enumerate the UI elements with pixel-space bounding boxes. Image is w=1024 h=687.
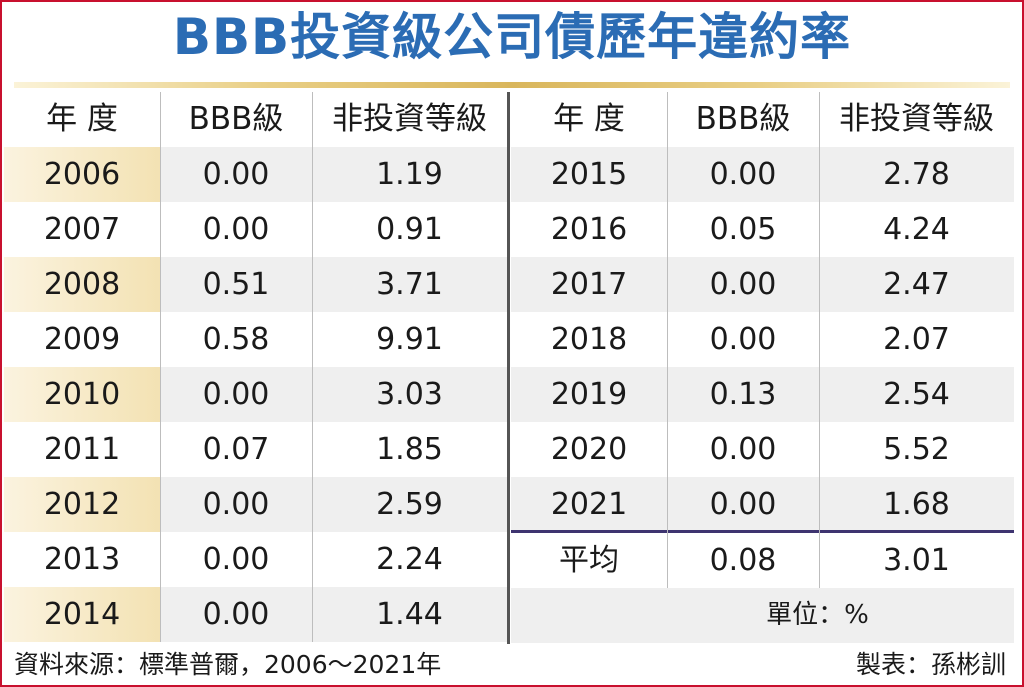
- year-cell: 2021: [550, 487, 628, 522]
- credit-note: 製表：孫彬訓: [855, 650, 1006, 679]
- bbb-rate-cell: 0.00: [709, 157, 777, 192]
- year-cell: 2009: [43, 322, 121, 357]
- average-divider: [511, 530, 1014, 533]
- bbb-rate-cell: 0.00: [709, 322, 777, 357]
- column-gridline: [160, 92, 161, 642]
- year-cell: 2020: [550, 432, 628, 467]
- non-investment-rate-cell: 9.91: [376, 322, 443, 357]
- table-row: 2021 0.00 1.68: [511, 477, 1014, 532]
- table-header-row: 年 度 BBB級 非投資等級: [4, 92, 507, 147]
- year-cell: 2015: [550, 157, 628, 192]
- table-header-row: 年 度 BBB級 非投資等級: [511, 92, 1014, 147]
- page-title: BBB投資級公司債歷年違約率: [172, 8, 852, 66]
- table-center-divider: [507, 92, 510, 644]
- average-row: 平均 0.08 3.01: [511, 533, 1014, 588]
- table-right-half: 年 度 BBB級 非投資等級 2015 0.00 2.78 2016 0.05 4.24 2…: [511, 92, 1014, 644]
- table-row: 2008 0.51 3.71: [4, 257, 507, 312]
- table-row: 2013 0.00 2.24: [4, 532, 507, 587]
- table-row: 2010 0.00 3.03: [4, 367, 507, 422]
- non-investment-rate-cell: 0.91: [376, 212, 443, 247]
- header-year: 年 度: [553, 101, 625, 137]
- non-investment-rate-cell: 1.85: [376, 432, 443, 467]
- header-non-investment: 非投資等級: [839, 101, 994, 137]
- table-row: 2017 0.00 2.47: [511, 257, 1014, 312]
- header-year: 年 度: [46, 101, 118, 137]
- non-investment-rate-cell: 2.78: [883, 157, 950, 192]
- non-investment-rate-cell: 1.19: [376, 157, 443, 192]
- year-cell: 2010: [4, 367, 160, 422]
- year-cell: 2008: [4, 257, 160, 312]
- non-investment-rate-cell: 1.68: [883, 487, 950, 522]
- year-cell: 2017: [550, 267, 628, 302]
- year-cell: 2013: [43, 542, 121, 577]
- non-investment-rate-cell: 3.71: [376, 267, 443, 302]
- year-cell: 2019: [550, 377, 628, 412]
- year-cell: 2006: [4, 147, 160, 202]
- bbb-rate-cell: 0.00: [202, 542, 270, 577]
- title-underline: [14, 82, 1010, 88]
- non-investment-rate-cell: 2.54: [883, 377, 950, 412]
- bbb-rate-cell: 0.07: [202, 432, 270, 467]
- bbb-rate-cell: 0.00: [709, 267, 777, 302]
- table-row: 2015 0.00 2.78: [511, 147, 1014, 202]
- non-investment-rate-cell: 5.52: [883, 432, 950, 467]
- header-bbb: BBB級: [695, 101, 791, 137]
- table-row: 2016 0.05 4.24: [511, 202, 1014, 257]
- bbb-rate-cell: 0.00: [709, 487, 777, 522]
- table-row: 2007 0.00 0.91: [4, 202, 507, 257]
- column-gridline: [819, 92, 820, 588]
- bbb-rate-cell: 0.05: [709, 212, 777, 247]
- non-investment-rate-cell: 4.24: [883, 212, 950, 247]
- table-row: 2019 0.13 2.54: [511, 367, 1014, 422]
- bbb-rate-cell: 0.51: [202, 267, 270, 302]
- non-investment-rate-cell: 1.44: [376, 597, 443, 632]
- non-investment-rate-cell: 2.47: [883, 267, 950, 302]
- table-row: 2014 0.00 1.44: [4, 587, 507, 642]
- year-cell: 2011: [43, 432, 121, 467]
- bbb-rate-cell: 0.00: [202, 597, 270, 632]
- average-non-investment-rate: 3.01: [883, 543, 950, 578]
- non-investment-rate-cell: 3.03: [376, 377, 443, 412]
- unit-note: 單位：%: [511, 588, 1014, 643]
- bbb-rate-cell: 0.58: [202, 322, 270, 357]
- column-gridline: [312, 92, 313, 642]
- year-cell: 2014: [4, 587, 160, 642]
- bbb-rate-cell: 0.13: [709, 377, 777, 412]
- table-row: 2011 0.07 1.85: [4, 422, 507, 477]
- header-non-investment: 非投資等級: [332, 101, 487, 137]
- non-investment-rate-cell: 2.24: [376, 542, 443, 577]
- bbb-rate-cell: 0.00: [202, 157, 270, 192]
- non-investment-rate-cell: 2.59: [376, 487, 443, 522]
- column-gridline: [667, 92, 668, 588]
- table-row: 2006 0.00 1.19: [4, 147, 507, 202]
- table-row: 2009 0.58 9.91: [4, 312, 507, 367]
- year-cell: 2018: [550, 322, 628, 357]
- table-row: 2020 0.00 5.52: [511, 422, 1014, 477]
- bbb-rate-cell: 0.00: [709, 432, 777, 467]
- average-label: 平均: [559, 543, 619, 578]
- table-row: 2012 0.00 2.59: [4, 477, 507, 532]
- bbb-rate-cell: 0.00: [202, 377, 270, 412]
- year-cell: 2016: [550, 212, 628, 247]
- table-row: 2018 0.00 2.07: [511, 312, 1014, 367]
- average-bbb-rate: 0.08: [709, 543, 777, 578]
- bbb-rate-cell: 0.00: [202, 212, 270, 247]
- header-bbb: BBB級: [188, 101, 284, 137]
- bbb-rate-cell: 0.00: [202, 487, 270, 522]
- source-note: 資料來源：標準普爾，2006～2021年: [14, 650, 442, 679]
- year-cell: 2007: [43, 212, 121, 247]
- non-investment-rate-cell: 2.07: [883, 322, 950, 357]
- table-left-half: 年 度 BBB級 非投資等級 2006 0.00 1.19 2007 0.00 0.91 2…: [4, 92, 507, 644]
- year-cell: 2012: [4, 477, 160, 532]
